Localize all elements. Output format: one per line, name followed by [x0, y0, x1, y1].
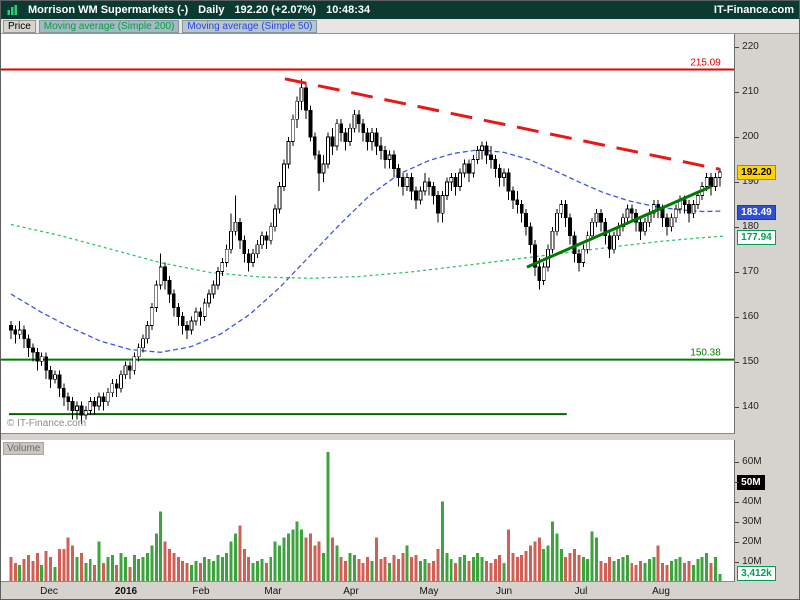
volume-tickmark: [735, 542, 740, 543]
volume-bars: [9, 451, 722, 581]
volume-axis: 60M 50M 40M 30M 20M 10M 3,412k: [735, 440, 799, 582]
volume-tickmark: [735, 482, 740, 483]
ma200-line: [10, 223, 724, 279]
price-tickmark: [735, 407, 740, 409]
price-tickmark: [735, 182, 740, 184]
price-tick-label: 210: [742, 86, 759, 98]
timeframe-label: Daily: [198, 4, 225, 16]
price-badge: 192.20: [737, 165, 776, 181]
price-tickmark: [735, 47, 740, 49]
price-tickmark: [735, 272, 740, 274]
volume-chart-svg: [9, 451, 722, 581]
month-label: Dec: [40, 586, 58, 597]
price-axis: 220 210 200 190 180 170 160 150 140 192.20 183.49 1…: [735, 34, 799, 434]
level-label: 150.38: [690, 348, 721, 359]
volume-tickmark: [735, 462, 740, 463]
volume-badge: 50M: [737, 475, 765, 490]
month-label: Apr: [343, 586, 359, 597]
price-tickmark: [735, 227, 740, 229]
price-chart-svg: 215.09 150.38: [1, 58, 735, 425]
price-tick-label: 200: [742, 131, 759, 143]
month-label: Feb: [192, 586, 210, 597]
price-tickmark: [735, 362, 740, 364]
month-label: Jun: [495, 586, 513, 597]
volume-label[interactable]: Volume: [3, 442, 45, 455]
instrument-title: Morrison WM Supermarkets (-): [28, 4, 189, 16]
price-plot: 215.09 150.38 © IT-Finance.com: [1, 34, 736, 434]
price-badge: 183.49: [737, 204, 776, 220]
price-tick-label: 220: [742, 41, 759, 53]
volume-tick-label: 30M: [742, 516, 762, 527]
volume-tick-label: 40M: [742, 496, 762, 507]
price-tick-label: 180: [742, 221, 759, 233]
volume-tickmark: [735, 522, 740, 523]
current-volume-badge: 3,412k: [737, 566, 776, 581]
quote-label: 192.20 (+2.07%): [234, 4, 317, 16]
month-label: 2016: [114, 586, 138, 597]
indicator-toolbar: Price Moving average (Simple 200) Moving…: [1, 19, 799, 34]
title-bar: Morrison WM Supermarkets (-) Daily 192.2…: [1, 1, 799, 19]
price-tickmark: [735, 137, 740, 139]
ma200-chip[interactable]: Moving average (Simple 200): [38, 19, 180, 33]
price-tick-label: 150: [742, 356, 759, 368]
panel-separator: [1, 434, 799, 440]
month-label: May: [419, 586, 439, 597]
volume-tick-label: 20M: [742, 536, 762, 547]
price-tick-label: 170: [742, 266, 759, 278]
support-trendline: [526, 185, 712, 269]
copyright-label: © IT-Finance.com: [7, 418, 87, 429]
time-axis: Dec 2016 Feb Mar Apr May Jun Jul Aug: [1, 582, 799, 599]
volume-tick-label: 60M: [742, 456, 762, 467]
volume-tick-label: 10M: [742, 556, 762, 567]
price-chip[interactable]: Price: [3, 19, 36, 33]
price-panel: 215.09 150.38 © IT-Finance.com 220 210 200 1…: [1, 34, 799, 434]
ma50-chip[interactable]: Moving average (Simple 50): [182, 19, 318, 33]
level-label: 215.09: [690, 58, 721, 69]
time-label: 10:48:34: [326, 4, 371, 16]
month-label: Mar: [264, 586, 282, 597]
month-label: Jul: [574, 586, 588, 597]
price-tick-label: 140: [742, 401, 759, 413]
month-label: Aug: [652, 586, 670, 597]
price-tickmark: [735, 317, 740, 319]
price-tick-label: 160: [742, 311, 759, 323]
price-badge: 177.94: [737, 229, 776, 245]
price-tick-label: 190: [742, 176, 759, 188]
volume-tickmark: [735, 502, 740, 503]
volume-panel: Volume 60M 50M 40M 30M 20M 10M 3,412k: [1, 440, 799, 582]
brand-label: IT-Finance.com: [713, 4, 794, 16]
resistance-trendline: [284, 77, 721, 171]
chart-icon: [6, 4, 18, 16]
candlesticks: [9, 78, 722, 425]
volume-tickmark: [735, 562, 740, 563]
volume-plot: Volume: [1, 440, 736, 582]
price-tickmark: [735, 92, 740, 94]
